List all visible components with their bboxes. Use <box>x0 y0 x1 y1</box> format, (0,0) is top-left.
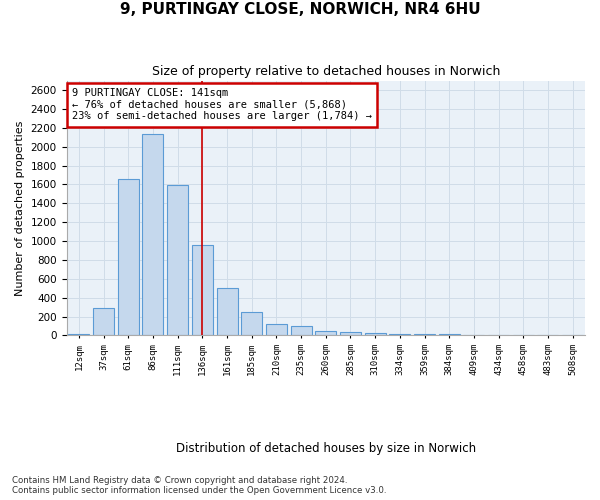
Bar <box>68 334 89 336</box>
Text: 9, PURTINGAY CLOSE, NORWICH, NR4 6HU: 9, PURTINGAY CLOSE, NORWICH, NR4 6HU <box>119 2 481 18</box>
Bar <box>562 334 583 336</box>
Title: Size of property relative to detached houses in Norwich: Size of property relative to detached ho… <box>152 65 500 78</box>
Bar <box>290 326 311 336</box>
Bar <box>463 334 484 336</box>
Bar <box>315 330 336 336</box>
Bar <box>414 334 435 336</box>
Bar <box>365 333 386 336</box>
Bar <box>266 324 287 336</box>
X-axis label: Distribution of detached houses by size in Norwich: Distribution of detached houses by size … <box>176 442 476 455</box>
Bar <box>389 334 410 336</box>
Bar <box>167 186 188 336</box>
Bar <box>439 334 460 336</box>
Bar <box>93 308 114 336</box>
Bar <box>142 134 163 336</box>
Text: 9 PURTINGAY CLOSE: 141sqm
← 76% of detached houses are smaller (5,868)
23% of se: 9 PURTINGAY CLOSE: 141sqm ← 76% of detac… <box>72 88 372 122</box>
Bar <box>192 245 213 336</box>
Bar <box>513 334 534 336</box>
Bar <box>217 288 238 336</box>
Bar <box>340 332 361 336</box>
Bar <box>118 178 139 336</box>
Bar <box>241 312 262 336</box>
Text: Contains HM Land Registry data © Crown copyright and database right 2024.
Contai: Contains HM Land Registry data © Crown c… <box>12 476 386 495</box>
Y-axis label: Number of detached properties: Number of detached properties <box>15 120 25 296</box>
